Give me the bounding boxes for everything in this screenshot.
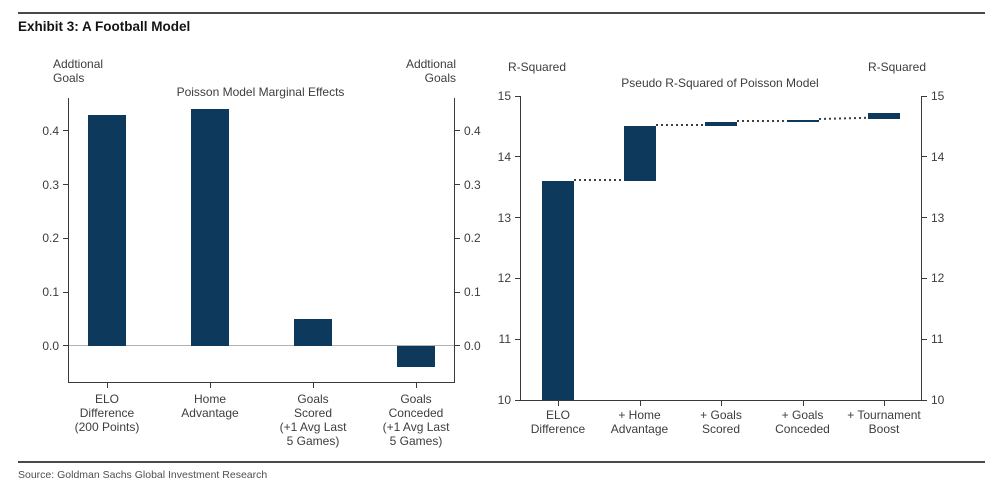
bar: [88, 114, 126, 346]
y-tick: [922, 277, 927, 279]
category-label: ELO Difference (200 Points): [74, 392, 140, 434]
bar: [542, 181, 574, 400]
connector-dots: [818, 117, 869, 121]
x-tick: [416, 383, 417, 388]
y-tick-label: 11: [931, 332, 944, 347]
x-tick: [721, 401, 722, 406]
bar: [868, 113, 900, 120]
y-tick-label: 0.4: [42, 123, 59, 138]
y-tick: [63, 130, 68, 132]
connector-dots: [737, 119, 787, 122]
bar: [705, 121, 737, 127]
y-tick-label: 15: [931, 89, 945, 103]
y-tick-label: 14: [931, 149, 945, 164]
bar: [397, 345, 435, 368]
y-tick-label: 0.2: [42, 231, 59, 246]
y-tick: [922, 95, 927, 97]
y-tick: [922, 338, 927, 340]
y-tick-label: 0.2: [464, 231, 481, 246]
category-label: + Goals Conceded: [775, 408, 830, 436]
y-tick-label: 15: [497, 89, 511, 103]
category-label: Goals Scored (+1 Avg Last 5 Games): [279, 392, 347, 448]
y-axis-label-left: R-Squared: [508, 60, 567, 74]
exhibit-heading: Exhibit 3: A Football Model: [18, 19, 191, 34]
y-tick: [455, 345, 460, 347]
y-tick-label: 0.4: [464, 123, 481, 138]
y-tick: [515, 399, 520, 401]
y-tick-label: 13: [497, 210, 511, 225]
bar: [191, 109, 229, 346]
y-tick: [63, 345, 68, 347]
y-tick: [455, 130, 460, 132]
x-tick: [639, 401, 641, 406]
y-tick-label: 0.0: [42, 338, 59, 353]
source-note: Source: Goldman Sachs Global Investment …: [18, 469, 268, 481]
bottom-rule: [18, 461, 985, 463]
category-label: + Tournament Boost: [847, 408, 921, 436]
plot-area-pseudo-r-squared: 10 10 11 11 12 12 13 13 14 14 15 15 ELO Difference + …: [498, 89, 945, 436]
bar: [786, 120, 819, 122]
y-tick: [515, 156, 520, 158]
y-tick: [515, 338, 520, 340]
x-tick: [107, 383, 108, 388]
x-tick: [558, 401, 559, 406]
y-tick-label: 13: [931, 210, 945, 225]
y-tick: [515, 95, 520, 97]
plot-area-marginal-effects: 0.0 0.0 0.1 0.1 0.2 0.2 0.3 0.3 0.4 0.4 ELO Differ…: [42, 98, 481, 448]
top-rule: [18, 12, 985, 14]
zero-line: [69, 345, 454, 347]
chart-title-pseudo-r-squared: Pseudo R-Squared of Poisson Model: [621, 76, 819, 90]
x-tick: [802, 401, 804, 406]
y-tick: [922, 156, 927, 158]
bar: [294, 319, 332, 346]
y-tick: [455, 184, 460, 186]
x-tick: [313, 383, 314, 388]
y-tick: [515, 217, 520, 219]
y-axis-label-left: Addtional Goals: [53, 57, 104, 85]
connector-dots: [655, 124, 705, 127]
category-label: ELO Difference: [530, 408, 586, 436]
y-tick-label: 0.1: [464, 285, 481, 300]
x-tick: [884, 401, 885, 406]
y-tick-label: 10: [931, 393, 945, 407]
connector-dots: [574, 179, 624, 182]
y-tick-label: 12: [497, 271, 511, 286]
y-tick: [922, 217, 927, 219]
y-tick-label: 12: [931, 271, 945, 286]
x-tick: [210, 383, 211, 388]
category-label: + Home Advantage: [610, 408, 669, 436]
y-tick: [63, 184, 68, 186]
category-label: + Goals Scored: [700, 408, 742, 436]
category-label: Goals Conceded (+1 Avg Last 5 Games): [382, 392, 450, 448]
y-tick-label: 0.1: [42, 285, 59, 300]
category-label: Home Advantage: [181, 392, 239, 420]
y-axis-label-right: R-Squared: [867, 60, 926, 74]
chart-title-marginal-effects: Poisson Model Marginal Effects: [176, 85, 345, 99]
y-tick-label: 14: [497, 149, 511, 164]
y-tick: [455, 291, 460, 293]
y-tick-label: 0.0: [464, 338, 481, 353]
y-tick: [515, 277, 520, 279]
y-tick: [63, 291, 68, 293]
y-tick: [455, 237, 460, 239]
y-tick: [63, 237, 68, 239]
bar: [623, 126, 656, 182]
y-tick: [922, 399, 927, 401]
y-tick-label: 0.3: [42, 177, 59, 192]
y-axis-label-right: Addtional Goals: [405, 57, 456, 85]
y-tick-label: 11: [498, 332, 511, 347]
y-tick-label: 10: [497, 393, 511, 407]
y-tick-label: 0.3: [464, 177, 481, 192]
